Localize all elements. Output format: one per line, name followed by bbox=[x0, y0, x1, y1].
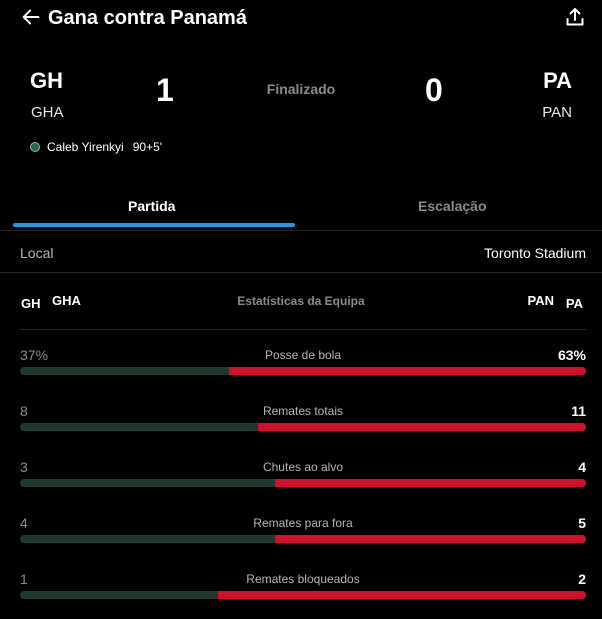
stat-comparison-bar bbox=[20, 367, 586, 375]
stats-title: Estatísticas da Equipa bbox=[237, 294, 365, 308]
stats-home-code: GHA bbox=[52, 293, 81, 308]
stat-name: Chutes ao alvo bbox=[262, 460, 344, 474]
tab-partida[interactable]: Partida bbox=[128, 198, 176, 214]
app-header: Gana contra Panamá bbox=[0, 0, 602, 38]
away-score: 0 bbox=[425, 72, 443, 108]
stat-home-value: 4 bbox=[20, 515, 28, 531]
venue-divider bbox=[0, 272, 602, 273]
active-tab-indicator bbox=[13, 223, 295, 227]
away-bar-segment bbox=[257, 423, 586, 431]
stats-away-code: PAN bbox=[527, 293, 554, 308]
stat-comparison-bar bbox=[20, 535, 586, 543]
stats-away-abbr: PA bbox=[565, 296, 583, 311]
goal-time: 90+5' bbox=[132, 140, 163, 154]
home-bar-segment bbox=[20, 423, 258, 431]
stat-name: Remates bloqueados bbox=[246, 572, 360, 586]
away-team-abbr[interactable]: PA bbox=[543, 68, 572, 93]
home-team-code[interactable]: GHA bbox=[31, 104, 64, 121]
stat-home-value: 8 bbox=[20, 403, 28, 419]
home-bar-segment bbox=[20, 591, 219, 599]
venue-value: Toronto Stadium bbox=[484, 245, 586, 261]
stat-away-value: 2 bbox=[578, 571, 586, 587]
stat-home-value: 1 bbox=[20, 571, 28, 587]
stat-row-shots-off-target: 4 Remates para fora 5 bbox=[20, 515, 586, 557]
away-bar-segment bbox=[218, 591, 586, 599]
stat-name: Posse de bola bbox=[264, 348, 342, 362]
tabs-divider bbox=[0, 230, 602, 231]
stat-home-value: 3 bbox=[20, 459, 28, 475]
team-color-dot-icon bbox=[30, 142, 40, 152]
goal-scorer: Caleb Yirenkyi 90+5' bbox=[30, 140, 162, 154]
away-bar-segment bbox=[274, 535, 586, 543]
match-status: Finalizado bbox=[266, 81, 336, 97]
page-title: Gana contra Panamá bbox=[48, 7, 247, 29]
stat-name: Remates totais bbox=[262, 404, 344, 418]
away-team-code[interactable]: PAN bbox=[542, 104, 572, 121]
stat-row-possession: 37% Posse de bola 63% bbox=[20, 347, 586, 389]
venue-label: Local bbox=[20, 245, 54, 261]
stat-away-value: 63% bbox=[557, 347, 586, 363]
stat-home-value: 37% bbox=[20, 347, 49, 363]
scorer-name: Caleb Yirenkyi bbox=[47, 140, 124, 154]
back-arrow-icon[interactable] bbox=[20, 6, 42, 28]
home-bar-segment bbox=[20, 367, 230, 375]
stat-away-value: 4 bbox=[578, 459, 586, 475]
stat-row-blocked-shots: 1 Remates bloqueados 2 bbox=[20, 571, 586, 613]
stats-header-divider bbox=[20, 329, 586, 330]
away-bar-segment bbox=[274, 479, 586, 487]
share-icon[interactable] bbox=[563, 5, 587, 29]
stat-name: Remates para fora bbox=[253, 516, 353, 530]
tab-escalacao[interactable]: Escalação bbox=[418, 198, 487, 214]
stat-comparison-bar bbox=[20, 591, 586, 599]
home-score: 1 bbox=[156, 72, 174, 108]
home-bar-segment bbox=[20, 479, 275, 487]
home-team-abbr[interactable]: GH bbox=[30, 68, 63, 93]
away-bar-segment bbox=[229, 367, 586, 375]
stat-comparison-bar bbox=[20, 423, 586, 431]
stat-away-value: 11 bbox=[571, 403, 586, 419]
stat-away-value: 5 bbox=[578, 515, 586, 531]
stats-home-abbr: GH bbox=[21, 296, 41, 311]
stat-comparison-bar bbox=[20, 479, 586, 487]
home-bar-segment bbox=[20, 535, 275, 543]
stat-row-total-shots: 8 Remates totais 11 bbox=[20, 403, 586, 445]
stat-row-shots-on-target: 3 Chutes ao alvo 4 bbox=[20, 459, 586, 501]
